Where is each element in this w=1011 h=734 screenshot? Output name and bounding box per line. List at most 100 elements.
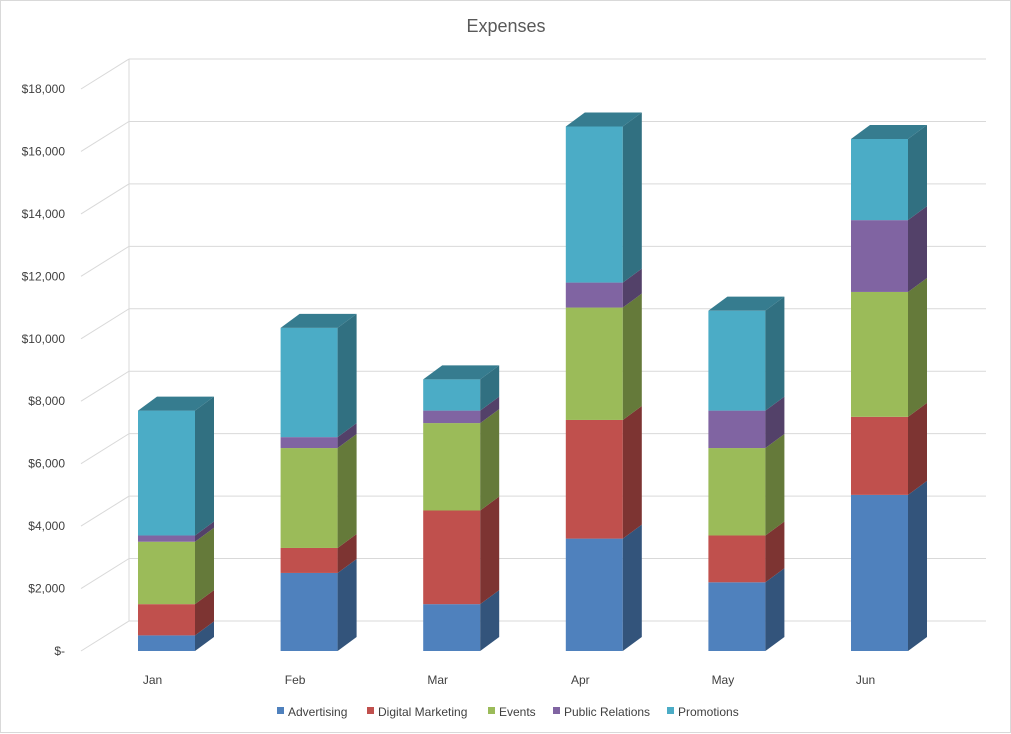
bar-side	[908, 206, 927, 292]
y-tick-label: $12,000	[22, 269, 66, 283]
legend-item: Promotions	[667, 705, 739, 719]
bar-segment	[565, 524, 642, 651]
bar-front	[280, 437, 338, 449]
y-tick-label: $18,000	[22, 82, 66, 96]
bar-side	[337, 434, 357, 548]
gridline-diagonal	[80, 183, 130, 215]
gridline-diagonal	[80, 620, 130, 652]
bar-front	[138, 410, 195, 536]
y-tick-label: $-	[54, 644, 65, 658]
bar-side	[480, 496, 500, 605]
bar-side	[480, 590, 500, 651]
gridline-diagonal	[80, 370, 130, 402]
bar-side	[622, 112, 642, 283]
bar-front	[280, 572, 338, 651]
y-axis: $- $2,000 $4,000 $6,000 $8,000 $10,000 $12,000…	[22, 82, 66, 658]
legend-label: Advertising	[288, 705, 347, 719]
bar-front	[423, 423, 481, 511]
bar-front	[423, 379, 481, 411]
bar-segment	[280, 313, 357, 438]
bar-segment	[851, 206, 927, 292]
bar-segment	[138, 621, 214, 651]
gridlines	[80, 58, 986, 652]
bar-front	[565, 282, 623, 308]
bar-segment	[708, 568, 785, 651]
bar-front	[423, 410, 481, 424]
bar-side	[622, 268, 642, 308]
bar-front	[423, 510, 481, 605]
y-tick-label: $2,000	[28, 582, 65, 596]
bar-side	[195, 590, 214, 636]
legend-item: Advertising	[277, 705, 347, 719]
legend-swatch	[553, 707, 560, 714]
bars	[138, 112, 927, 651]
legend-label: Public Relations	[564, 705, 650, 719]
bar-segment	[280, 423, 357, 449]
bar-side	[195, 396, 214, 536]
bar-segment	[423, 409, 500, 511]
bar-front	[708, 582, 766, 651]
bar-segment	[708, 396, 785, 449]
gridline-diagonal	[80, 308, 130, 340]
bar-side	[480, 396, 500, 424]
bar-segment	[138, 590, 214, 636]
bar-side	[622, 293, 642, 420]
bar-front	[423, 604, 481, 651]
bar-segment	[851, 402, 927, 495]
x-axis: Jan Feb Mar Apr May Jun	[143, 673, 875, 687]
y-tick-label: $8,000	[28, 394, 65, 408]
bar-front	[851, 494, 908, 651]
bar-top	[280, 313, 357, 328]
legend-item: Events	[488, 705, 536, 719]
bar-segment	[851, 277, 927, 417]
bar-segment	[138, 396, 214, 536]
bar-segment	[280, 434, 357, 548]
bar-side	[337, 533, 357, 573]
gridline-diagonal	[80, 245, 130, 277]
bar-segment	[851, 480, 927, 651]
legend-item: Digital Marketing	[367, 705, 467, 719]
bar-front	[565, 126, 623, 283]
bar-segment	[280, 558, 357, 651]
bar-segment	[423, 590, 500, 651]
bar-front	[851, 138, 908, 221]
bar-side	[622, 405, 642, 539]
bar-segment	[565, 405, 642, 539]
gridline-diagonal	[80, 558, 130, 589]
gridline-diagonal	[80, 433, 130, 465]
bar-segment	[423, 396, 500, 424]
bar-front	[138, 635, 195, 651]
bar-segment	[280, 533, 357, 573]
bar-segment	[423, 365, 500, 411]
y-tick-label: $6,000	[28, 457, 65, 471]
bar-side	[908, 124, 927, 221]
bar-side	[337, 423, 357, 449]
x-tick-label: Jun	[856, 673, 875, 687]
bar-side	[908, 480, 927, 651]
bar-side	[195, 527, 214, 605]
y-tick-label: $10,000	[22, 332, 66, 346]
bar-front	[565, 419, 623, 539]
bar-front	[565, 307, 623, 420]
legend: Advertising Digital Marketing Events Public…	[277, 705, 739, 719]
bar-top	[423, 365, 500, 380]
bar-segment	[565, 293, 642, 420]
y-tick-label: $16,000	[22, 144, 66, 158]
legend-label: Promotions	[678, 705, 739, 719]
legend-swatch	[488, 707, 495, 714]
x-tick-label: Jan	[143, 673, 162, 687]
gridline-diagonal	[80, 495, 130, 527]
bar-segment	[423, 496, 500, 605]
bar-top	[851, 124, 927, 139]
bar-front	[280, 547, 338, 573]
y-tick-label: $4,000	[28, 519, 65, 533]
bar-front	[708, 535, 766, 583]
bar-front	[138, 604, 195, 636]
bar-segment	[708, 434, 785, 536]
bar-side	[195, 521, 214, 542]
bar-side	[337, 558, 357, 651]
bar-side	[337, 313, 357, 438]
x-tick-label: Mar	[427, 673, 448, 687]
